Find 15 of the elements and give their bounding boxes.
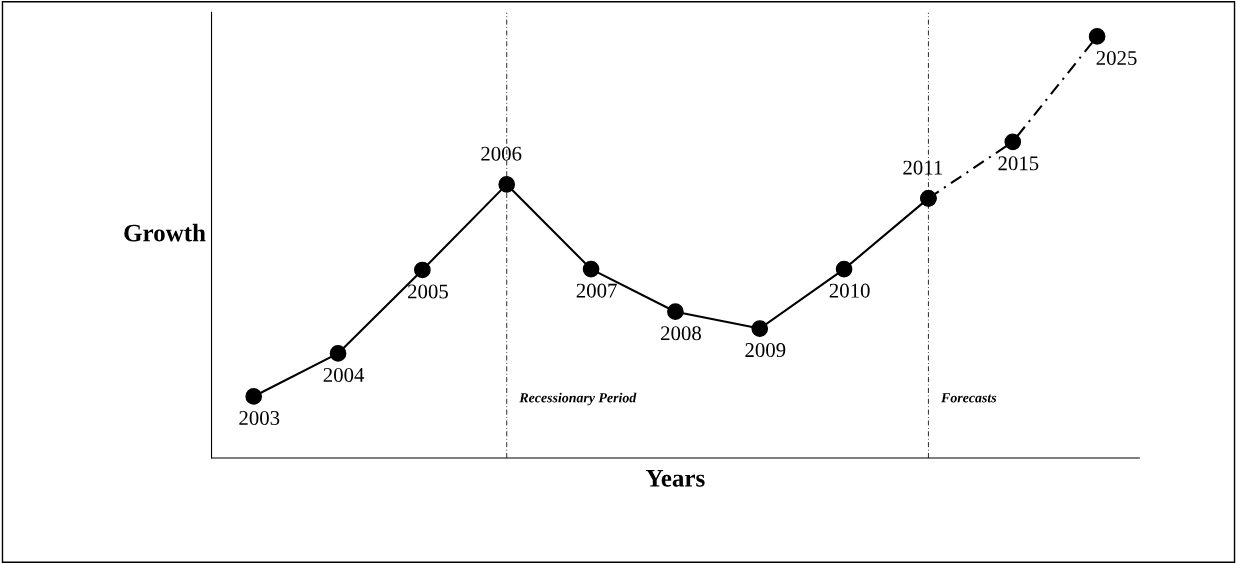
x-tick-label: 2004 xyxy=(323,367,365,382)
x-tick-label: 2005 xyxy=(408,284,448,299)
x-tick-label: 2015 xyxy=(998,156,1039,171)
ref-line-label: Recessionary Period xyxy=(519,392,637,406)
ref-line-label: Forecasts xyxy=(941,393,997,403)
x-tick-label: 2008 xyxy=(661,326,701,341)
x-tick-label: 2007 xyxy=(576,283,617,298)
y-axis-title: Growth xyxy=(124,223,206,242)
x-tick-label: 2025 xyxy=(1096,50,1137,65)
x-tick-label: 2009 xyxy=(745,343,786,358)
x-tick-label: 2003 xyxy=(239,410,280,425)
x-axis-title: Years xyxy=(645,470,705,487)
x-tick-label: 2006 xyxy=(481,146,522,161)
x-tick-label: 2010 xyxy=(829,283,870,298)
x-tick-label: 2011 xyxy=(903,160,943,175)
